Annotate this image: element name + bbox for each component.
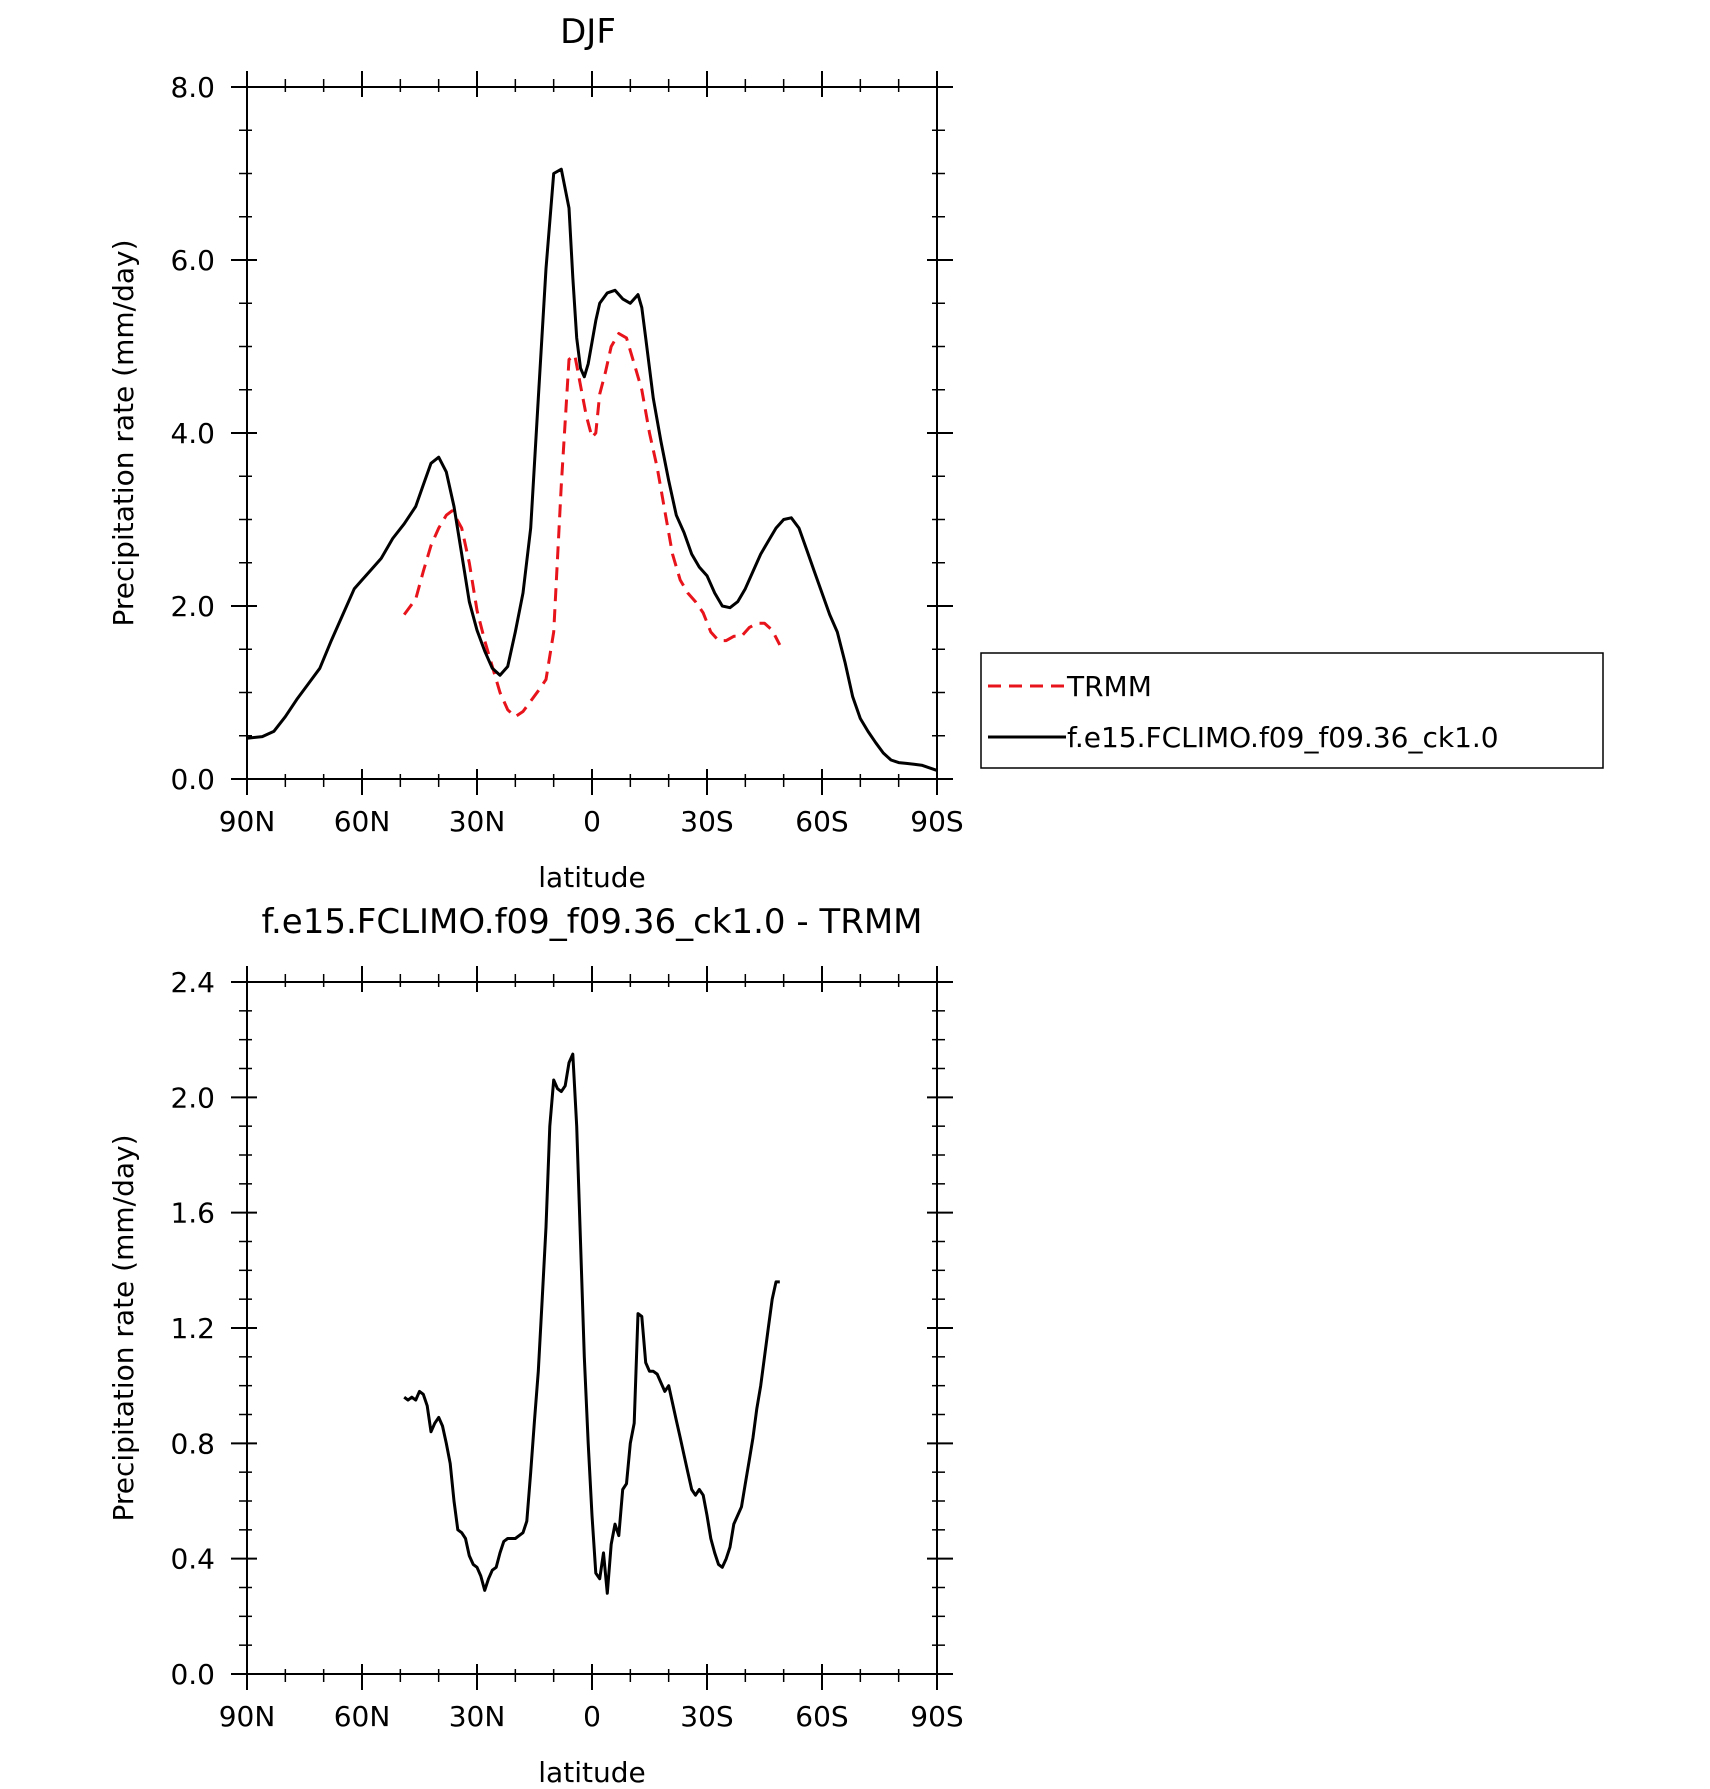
y-tick-label: 2.4	[170, 966, 215, 999]
x-tick-label: 90N	[219, 1700, 276, 1733]
y-tick-label: 1.2	[170, 1312, 215, 1345]
y-tick-label: 6.0	[170, 244, 215, 277]
legend-label-model: f.e15.FCLIMO.f09_f09.36_ck1.0	[1067, 721, 1499, 754]
x-tick-label: 90S	[910, 1700, 963, 1733]
y-tick-label: 4.0	[170, 417, 215, 450]
y-tick-label: 0.8	[170, 1427, 215, 1460]
series-line-trmm	[402, 332, 782, 719]
y-axis-label: Precipitation rate (mm/day)	[107, 1134, 140, 1521]
series-line-difference	[403, 1052, 780, 1595]
plot-area	[246, 167, 938, 772]
plot-area	[403, 1052, 780, 1595]
x-axis-label: latitude	[538, 861, 645, 894]
y-tick-label: 0.0	[170, 1658, 215, 1691]
x-tick-label: 90N	[219, 805, 276, 838]
series-line-f-e15-fclimo-f09-f09-36-ck1-0	[246, 167, 938, 772]
x-tick-label: 0	[583, 1700, 601, 1733]
y-tick-label: 1.6	[170, 1197, 215, 1230]
legend-label-trmm: TRMM	[1066, 670, 1152, 703]
legend-box	[980, 652, 1604, 769]
axis-ticks: 0.0 2.0 4.0 6.0 8.0 90N 60N 30N 0 30S 60S 90S	[170, 71, 964, 838]
y-tick-label: 0.0	[170, 763, 215, 796]
panel-title: f.e15.FCLIMO.f09_f09.36_ck1.0 - TRMM	[261, 902, 922, 942]
x-tick-label: 60S	[795, 805, 848, 838]
x-tick-label: 0	[583, 805, 601, 838]
x-tick-label: 30N	[449, 805, 506, 838]
x-tick-label: 60N	[334, 805, 391, 838]
x-tick-label: 30S	[680, 1700, 733, 1733]
y-axis-label: Precipitation rate (mm/day)	[107, 239, 140, 626]
x-tick-label: 30S	[680, 805, 733, 838]
axis-ticks: 0.0 0.4 0.8 1.2 1.6 2.0 2.4 90N 60N 30N 0 30S 60S 90S	[170, 966, 964, 1733]
x-axis-label: latitude	[538, 1756, 645, 1789]
y-tick-label: 8.0	[170, 71, 215, 104]
djf-precipitation-panel: DJF 0.0 2.0 4.0 6.0 8.0 90N 60N 30N 0 30S 60S 90S P…	[107, 12, 1604, 894]
panel-title: DJF	[560, 12, 616, 52]
legend: TRMM f.e15.FCLIMO.f09_f09.36_ck1.0	[980, 652, 1604, 769]
difference-panel: f.e15.FCLIMO.f09_f09.36_ck1.0 - TRMM 0.0…	[107, 902, 964, 1789]
y-tick-label: 2.0	[170, 1081, 215, 1114]
x-tick-label: 60S	[795, 1700, 848, 1733]
y-tick-label: 0.4	[170, 1543, 215, 1576]
x-tick-label: 90S	[910, 805, 963, 838]
x-tick-label: 30N	[449, 1700, 506, 1733]
y-tick-label: 2.0	[170, 590, 215, 623]
x-tick-label: 60N	[334, 1700, 391, 1733]
